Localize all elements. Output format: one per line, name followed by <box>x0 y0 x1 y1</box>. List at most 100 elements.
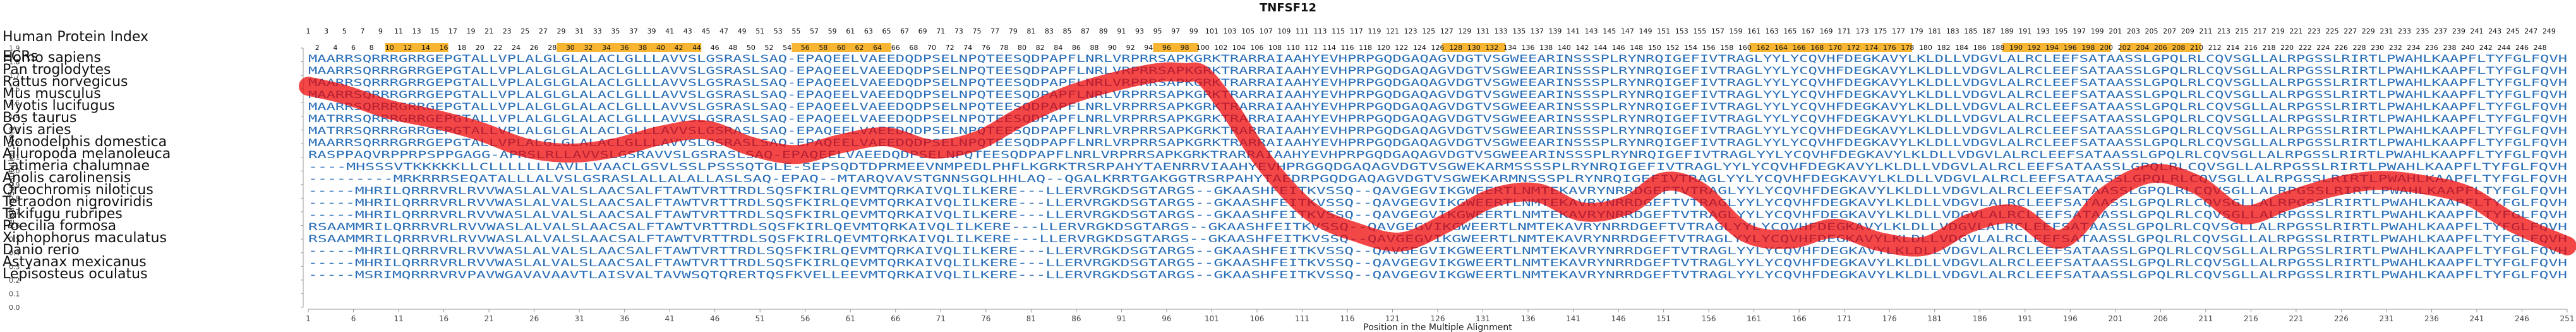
index-label: 170 <box>1829 44 1842 52</box>
x-tick-label: 56 <box>800 314 810 323</box>
index-label: 69 <box>918 27 927 35</box>
index-label: 168 <box>1810 44 1824 52</box>
index-label: 25 <box>521 27 529 35</box>
ecr-highlight-7 <box>2002 43 2111 52</box>
y-tick-label: 1.6 <box>9 85 20 94</box>
index-label: 105 <box>1241 27 1255 35</box>
index-label: 224 <box>2316 44 2330 52</box>
score-point <box>2511 221 2515 224</box>
index-label: 182 <box>1937 44 1951 52</box>
y-tick-label: 1.1 <box>9 154 20 162</box>
index-label: 248 <box>2534 44 2547 52</box>
x-tick-label: 61 <box>846 314 855 323</box>
index-label: 147 <box>1621 27 1634 35</box>
index-label: 219 <box>2272 27 2285 35</box>
index-label: 150 <box>1648 44 1661 52</box>
score-point <box>2059 237 2063 241</box>
index-label: 116 <box>1340 44 1354 52</box>
species-label: Myotis lucifugus <box>3 98 115 114</box>
index-label: 229 <box>2362 27 2375 35</box>
index-label: 128 <box>1449 44 1462 52</box>
species-label: Astyanax mexicanus <box>3 254 147 270</box>
x-tick-label: 66 <box>891 314 900 323</box>
index-label: 81 <box>1026 27 1035 35</box>
index-label: 111 <box>1296 27 1309 35</box>
y-tick-label: 0.1 <box>9 290 20 298</box>
x-tick-label: 91 <box>1117 314 1126 323</box>
index-label: 118 <box>1359 44 1372 52</box>
index-label: 14 <box>421 44 430 52</box>
index-label: 121 <box>1386 27 1399 35</box>
x-tick-label: 156 <box>1702 314 1716 323</box>
index-label: 221 <box>2289 27 2302 35</box>
index-label: 3 <box>324 27 328 35</box>
score-point <box>342 92 346 96</box>
index-label: 144 <box>1594 44 1607 52</box>
x-tick-label: 71 <box>936 314 946 323</box>
index-label: 74 <box>963 44 972 52</box>
species-label: Mus musculus <box>3 86 101 102</box>
index-label: 192 <box>2028 44 2041 52</box>
index-label: 110 <box>1287 44 1300 52</box>
index-label: 189 <box>2001 27 2014 35</box>
x-axis-title: Position in the Multiple Alignment <box>1363 323 1512 332</box>
x-tick-label: 251 <box>2560 314 2575 323</box>
x-tick-label: 231 <box>2379 314 2393 323</box>
x-tick-label: 146 <box>1611 314 1626 323</box>
index-label: 136 <box>1522 44 1535 52</box>
index-label: 92 <box>1126 44 1135 52</box>
index-label: 204 <box>2136 44 2149 52</box>
index-label: 42 <box>674 44 683 52</box>
score-point <box>1879 240 1882 243</box>
index-label: 199 <box>2091 27 2104 35</box>
score-point <box>884 135 888 138</box>
index-label: 143 <box>1585 27 1598 35</box>
y-tick-label: 0.6 <box>9 222 20 230</box>
ecr-highlight-4 <box>1153 43 1198 52</box>
species-label: Ailuropoda melanoleuca <box>3 146 171 162</box>
score-point <box>433 117 436 121</box>
score-point <box>659 133 663 137</box>
index-label: 210 <box>2190 44 2203 52</box>
index-label: 38 <box>638 44 647 52</box>
index-label: 228 <box>2353 44 2366 52</box>
index-label: 71 <box>936 27 945 35</box>
index-label: 134 <box>1503 44 1517 52</box>
index-label: 56 <box>801 44 810 52</box>
index-label: 75 <box>972 27 981 35</box>
x-tick-label: 16 <box>439 314 448 323</box>
index-label: 37 <box>629 27 638 35</box>
score-point <box>1788 237 1792 241</box>
alignment-row: -----MHRILQRRRVRLRVVWASLALVALSLAACSALFTA… <box>308 245 2567 257</box>
index-label: 158 <box>1720 44 1733 52</box>
index-label: 48 <box>728 44 737 52</box>
index-label: 31 <box>575 27 584 35</box>
y-tick-label: 0.0 <box>9 304 20 312</box>
index-label: 123 <box>1404 27 1417 35</box>
species-label: Tetraodon nigroviridis <box>2 194 153 210</box>
index-label: 5 <box>342 27 347 35</box>
index-label: 208 <box>2172 44 2185 52</box>
x-tick-label: 221 <box>2289 314 2303 323</box>
index-label: 119 <box>1368 27 1381 35</box>
index-label: 36 <box>620 44 629 52</box>
x-tick-label: 171 <box>1837 314 1851 323</box>
y-tick-label: 1.5 <box>9 99 20 107</box>
y-axis-title: Relative Substitution Score <box>7 126 16 229</box>
index-label: 247 <box>2524 27 2537 35</box>
x-tick-label: 241 <box>2470 314 2484 323</box>
index-label: 91 <box>1117 27 1126 35</box>
index-label: 174 <box>1865 44 1878 52</box>
index-label: 30 <box>566 44 575 52</box>
index-label: 101 <box>1205 27 1219 35</box>
species-label: Rattus norvegicus <box>3 74 128 90</box>
x-tick-label: 126 <box>1431 314 1445 323</box>
index-label: 28 <box>548 44 557 52</box>
index-label: 80 <box>1018 44 1026 52</box>
ecr-highlight-3 <box>791 43 891 52</box>
score-point <box>704 128 707 132</box>
index-label: 236 <box>2425 44 2438 52</box>
index-label: 114 <box>1323 44 1336 52</box>
index-label: 237 <box>2434 27 2447 35</box>
score-point <box>2565 244 2569 248</box>
